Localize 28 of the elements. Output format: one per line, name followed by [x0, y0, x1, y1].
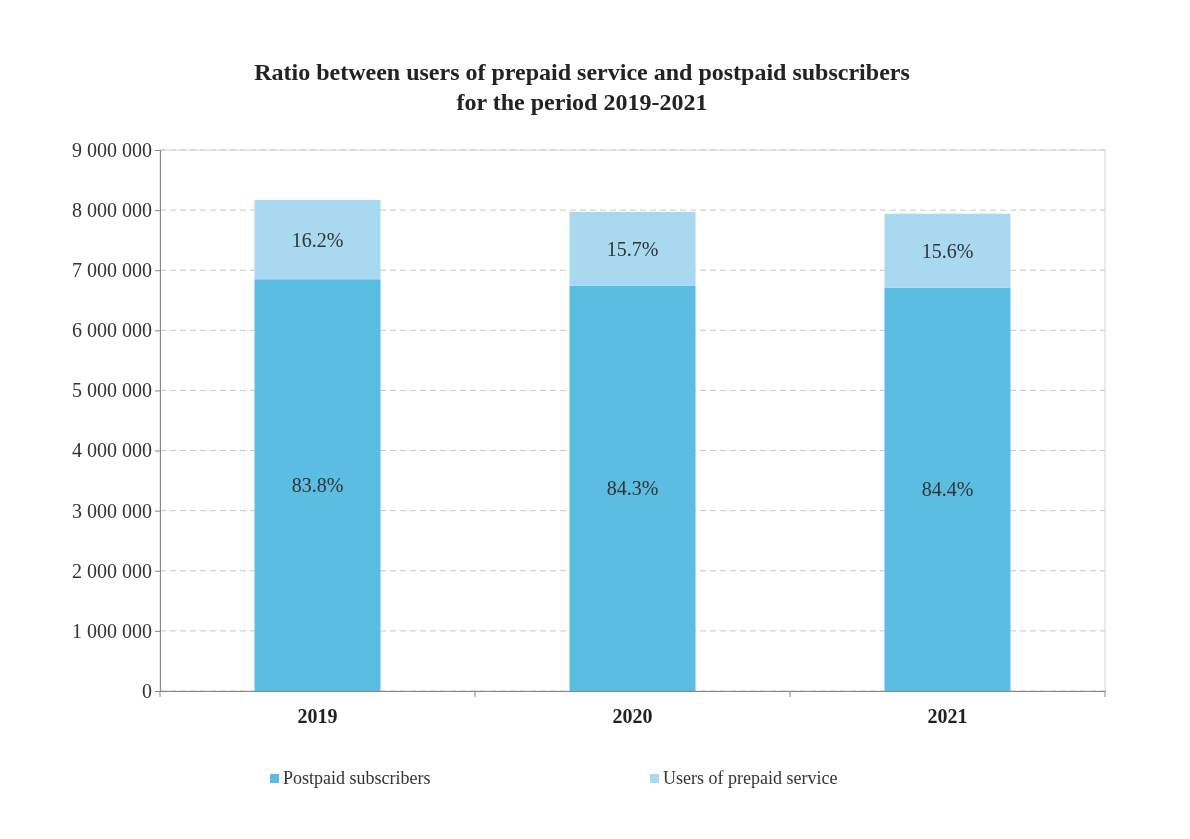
y-tick-label: 4 000 000: [72, 439, 152, 462]
bar: [569, 211, 696, 286]
bar: [254, 199, 381, 280]
annotation: 83.8%: [291, 474, 344, 497]
bar: [569, 285, 696, 691]
y-tick-label: 3 000 000: [72, 499, 152, 522]
x-tick-label: 2020: [612, 705, 653, 728]
y-tick-label: 2 000 000: [72, 559, 152, 582]
y-tick-label: 9 000 000: [72, 138, 152, 161]
annotation: 16.2%: [291, 228, 344, 251]
annotation: 84.4%: [921, 478, 974, 501]
legend-label: Users of prepaid service: [663, 768, 838, 788]
y-tick-label: 8 000 000: [72, 199, 152, 222]
chart-title: Ratio between users of prepaid service and postpaid subscribers for the period 2019-2021: [254, 59, 910, 115]
bar: [884, 287, 1011, 691]
annotation: 15.7%: [606, 237, 659, 260]
y-tick-label: 7 000 000: [72, 259, 152, 282]
y-tick-label: 0: [142, 679, 152, 702]
y-tick-label: 1 000 000: [72, 619, 152, 642]
legend-label: Postpaid subscribers: [283, 768, 431, 788]
annotation: 84.3%: [606, 477, 659, 500]
x-tick-label: 2021: [927, 705, 968, 728]
y-tick-label: 5 000 000: [72, 379, 152, 402]
y-tick-label: 6 000 000: [72, 319, 152, 342]
bar: [884, 213, 1011, 288]
bar: [254, 279, 381, 691]
annotation: 15.6%: [921, 239, 974, 262]
x-tick-label: 2019: [297, 705, 338, 728]
